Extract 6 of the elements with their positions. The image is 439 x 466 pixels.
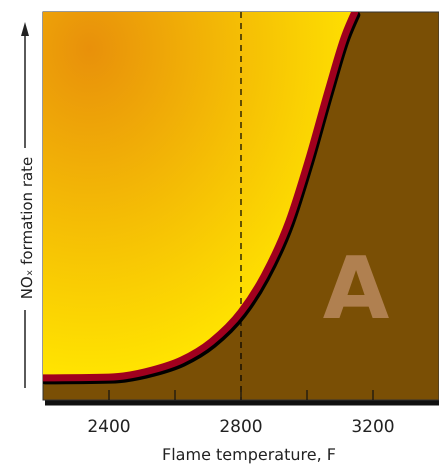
y-axis-title: NOₓ formation rate xyxy=(18,156,36,300)
annotation: A xyxy=(322,239,390,339)
x-tick-label: 3200 xyxy=(351,417,395,437)
x-tick-label: 2400 xyxy=(87,417,131,437)
x-axis-title: Flame temperature, F xyxy=(162,445,336,464)
x-tick-label: 2800 xyxy=(219,417,263,437)
